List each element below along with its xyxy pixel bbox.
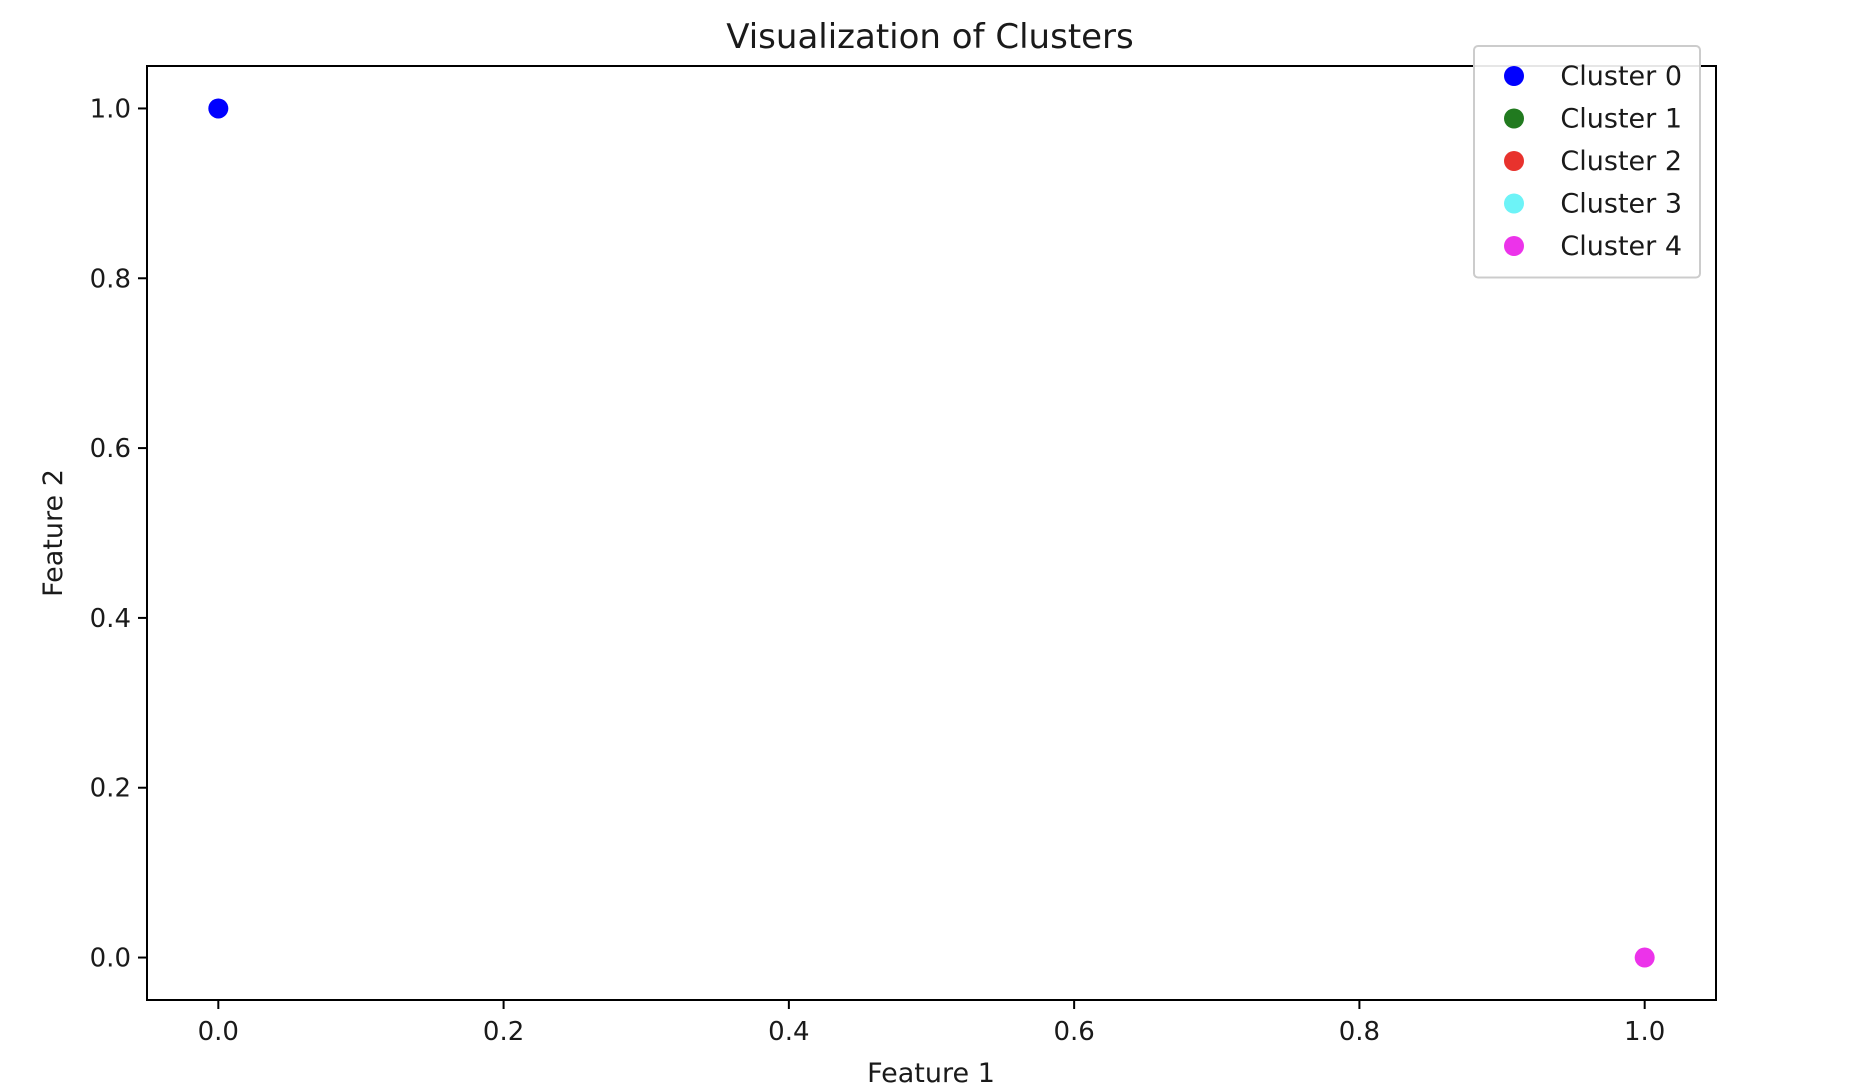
x-axis-label: Feature 1	[867, 1058, 995, 1086]
x-axis: 0.0 0.2 0.4 0.6 0.8 1.0	[198, 1000, 1665, 1047]
x-tick-label: 0.8	[1339, 1017, 1380, 1047]
y-tick-label: 0.0	[90, 944, 131, 974]
legend-label: Cluster 1	[1560, 104, 1682, 135]
legend-marker	[1504, 193, 1524, 214]
plot-area	[146, 65, 1717, 1001]
legend-marker	[1504, 108, 1524, 129]
x-tick-label: 1.0	[1624, 1017, 1665, 1047]
y-axis-label: Feature 2	[38, 469, 69, 597]
legend-label: Cluster 0	[1560, 61, 1682, 92]
legend-marker	[1504, 66, 1524, 86]
legend-label: Cluster 2	[1560, 146, 1682, 177]
legend-marker	[1504, 151, 1524, 171]
x-tick-label: 0.0	[198, 1017, 239, 1047]
y-tick-label: 0.4	[90, 604, 131, 634]
y-tick-label: 1.0	[90, 94, 131, 124]
x-tick-label: 0.6	[1053, 1017, 1094, 1047]
legend-label: Cluster 3	[1560, 189, 1682, 220]
data-points	[208, 98, 1655, 968]
x-tick-label: 0.2	[483, 1017, 524, 1047]
y-tick-label: 0.6	[90, 434, 131, 464]
data-point	[208, 98, 229, 119]
chart-title: Visualization of Clusters	[726, 17, 1134, 57]
data-point	[1634, 947, 1655, 968]
x-tick-label: 0.4	[768, 1017, 809, 1047]
legend-marker	[1504, 236, 1524, 256]
legend: Cluster 0 Cluster 1 Cluster 2 Cluster 3 Clus…	[1473, 45, 1701, 279]
y-tick-label: 0.8	[90, 264, 131, 294]
legend-label: Cluster 4	[1560, 231, 1682, 262]
legend-box	[1473, 45, 1701, 279]
y-axis: 0.0 0.2 0.4 0.6 0.8 1.0	[90, 94, 147, 974]
y-tick-label: 0.2	[90, 774, 131, 804]
